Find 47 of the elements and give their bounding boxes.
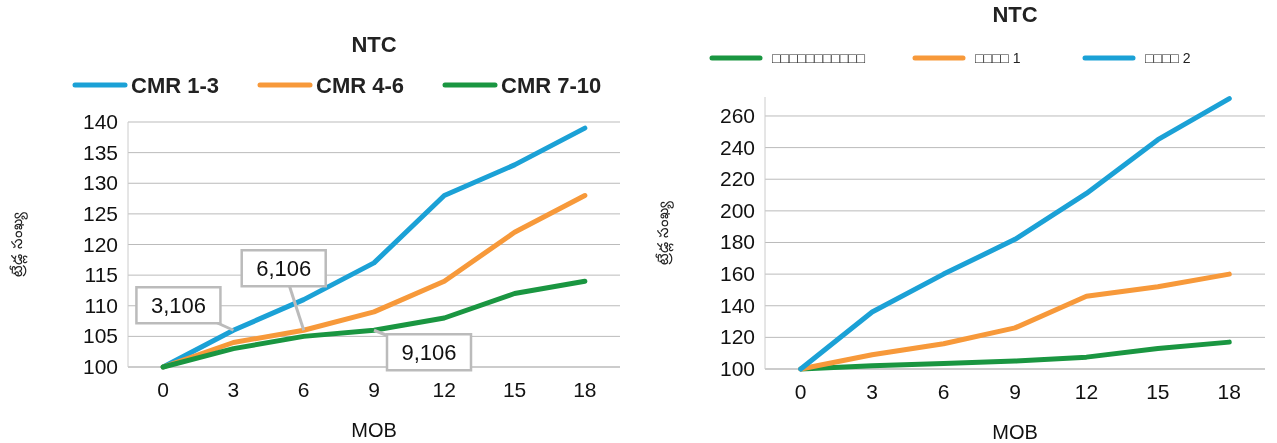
y-tick-label: 125 (82, 201, 118, 225)
y-tick-label: 220 (719, 167, 755, 191)
x-tick-label: 6 (297, 378, 310, 401)
chart-title: NTC (992, 2, 1038, 27)
y-tick-label: 140 (719, 293, 755, 317)
x-tick-label: 9 (1009, 380, 1021, 403)
x-axis-title: MOB (992, 421, 1038, 443)
legend-label: CMR 7-10 (501, 72, 602, 98)
annotation: 3,106 (150, 293, 206, 319)
y-tick-label: 260 (719, 103, 755, 127)
y-axis-title: ట్రేడ్ల సంఖ్య (654, 200, 674, 266)
legend-label: □□□□ 2 (1145, 49, 1191, 66)
x-tick-label: 18 (1217, 380, 1241, 403)
y-tick-label: 105 (82, 324, 118, 348)
y-tick-label: 120 (719, 325, 755, 349)
y-tick-label: 140 (82, 110, 118, 133)
legend-label: □□□□ 1 (975, 49, 1021, 66)
x-tick-label: 18 (573, 378, 597, 401)
y-tick-label: 200 (719, 198, 755, 222)
x-tick-label: 3 (227, 378, 240, 401)
y-tick-label: 130 (82, 171, 118, 195)
x-tick-label: 6 (937, 380, 950, 403)
annotation: 6,106 (256, 256, 312, 282)
y-tick-label: 160 (719, 262, 755, 286)
x-tick-label: 0 (157, 378, 169, 401)
annotation: 9,106 (401, 340, 457, 366)
legend-label: □□□□□□□□□□□ (772, 49, 866, 66)
legend-label: CMR 1-3 (131, 72, 220, 98)
x-tick-label: 3 (866, 380, 878, 403)
x-axis-title: MOB (351, 419, 397, 441)
y-tick-label: 110 (84, 293, 118, 317)
x-tick-label: 12 (432, 378, 456, 401)
y-tick-label: 100 (82, 355, 118, 378)
y-tick-label: 240 (719, 135, 755, 159)
legend-label: CMR 4-6 (316, 72, 405, 98)
y-axis-title: ట్రేడ్ల సంఖ్య (8, 212, 28, 277)
y-tick-label: 100 (719, 357, 755, 380)
x-tick-label: 0 (794, 380, 807, 403)
x-tick-label: 15 (1146, 380, 1170, 403)
x-tick-label: 12 (1074, 380, 1099, 403)
y-tick-label: 135 (82, 140, 118, 164)
x-tick-label: 15 (502, 378, 527, 401)
y-tick-label: 180 (719, 230, 755, 254)
chart-title: NTC (351, 32, 397, 57)
y-tick-label: 120 (82, 232, 118, 256)
y-tick-label: 115 (84, 263, 118, 287)
x-tick-label: 9 (368, 378, 380, 401)
